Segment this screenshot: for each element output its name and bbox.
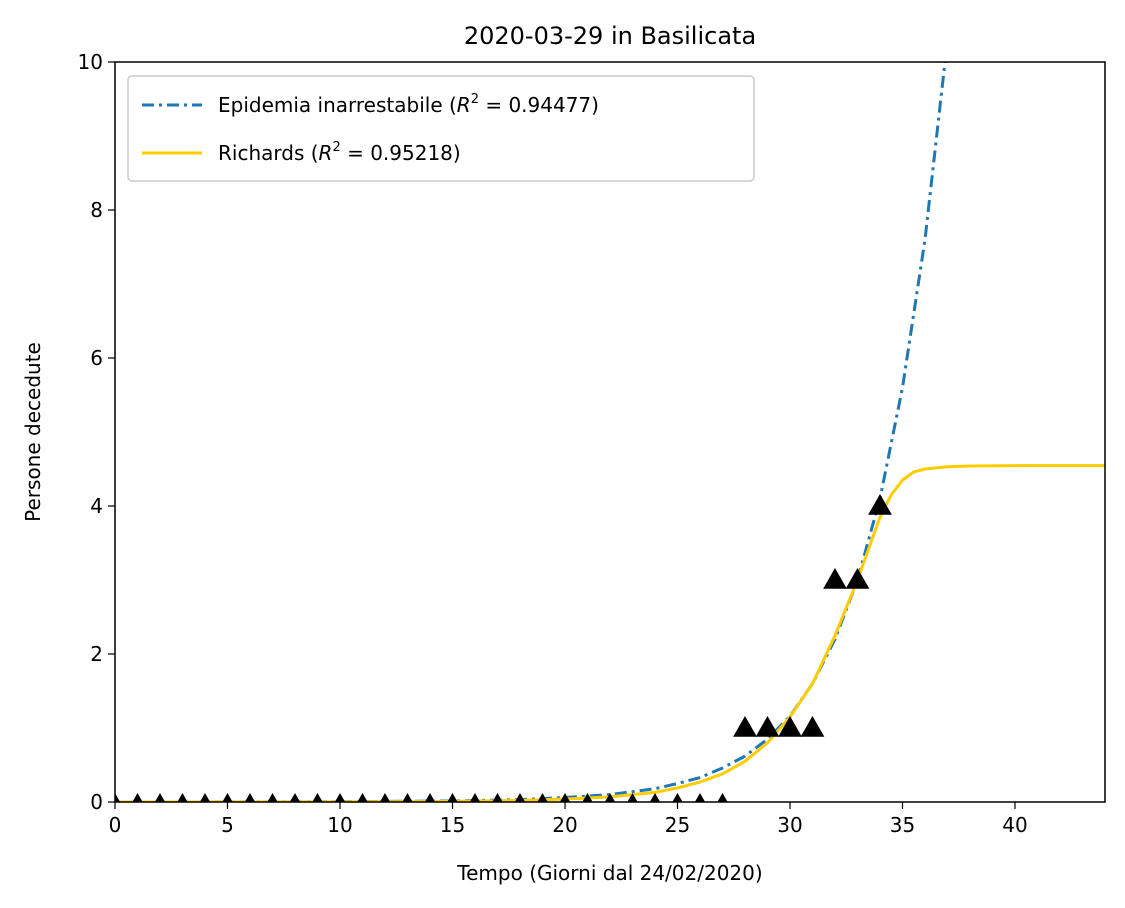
y-tick-label: 4 [90, 494, 103, 518]
observed-point-small [132, 792, 143, 802]
observed-point-small [717, 792, 728, 802]
chart-title: 2020-03-29 in Basilicata [464, 22, 756, 50]
observed-point-small [334, 792, 346, 802]
series-line-richards [115, 464, 1105, 802]
legend-label-epidemia: Epidemia inarrestabile (R2 = 0.94477) [218, 92, 599, 117]
observed-point-small [115, 792, 121, 802]
x-tick-label: 30 [777, 813, 802, 837]
legend-epidemia-prefix: Epidemia inarrestabile ( [218, 93, 457, 117]
x-tick-label: 15 [440, 813, 465, 837]
x-tick-label: 10 [327, 813, 352, 837]
legend-label-richards: Richards (R2 = 0.95218) [218, 140, 461, 165]
legend-richards-sup: 2 [332, 140, 340, 155]
observed-point-small [312, 792, 323, 802]
x-axis-label: Tempo (Giorni dal 24/02/2020) [456, 861, 762, 885]
observed-point [778, 715, 802, 737]
observed-point-small [357, 792, 368, 802]
observed-point-small [649, 792, 661, 802]
x-axis: 0 5 10 15 20 25 30 35 40 [109, 802, 1028, 837]
observed-point-small [492, 792, 503, 802]
legend-richards-r: R [319, 141, 333, 165]
legend-epidemia-sup: 2 [471, 92, 479, 107]
x-tick-label: 35 [890, 813, 915, 837]
observed-point-small [154, 792, 166, 802]
observed-point-small [604, 792, 616, 802]
legend-richards-value: = 0.95218) [341, 141, 461, 165]
observed-point-small [199, 792, 211, 802]
plot-area [115, 62, 1105, 802]
observed-point-small [447, 792, 458, 802]
legend-epidemia-value: = 0.94477) [479, 93, 599, 117]
observed-point [868, 493, 892, 515]
observed-point-small [402, 792, 413, 802]
observed-point-small [627, 792, 638, 802]
observed-point-small [694, 792, 706, 802]
observed-point [733, 715, 757, 737]
x-tick-label: 0 [109, 813, 122, 837]
observed-point-small [222, 792, 233, 802]
observed-point [823, 567, 847, 589]
observed-point [800, 715, 825, 737]
observed-point-small [672, 792, 683, 802]
observed-point [755, 715, 780, 737]
observed-point-small [424, 792, 436, 802]
plot-frame [114, 61, 1106, 803]
y-tick-label: 8 [90, 198, 103, 222]
y-tick-label: 2 [90, 642, 103, 666]
observed-point-small [559, 792, 571, 802]
y-tick-label: 10 [78, 50, 103, 74]
observed-point-small [267, 792, 278, 802]
observed-point-small [582, 792, 593, 802]
y-axis-label: Persone decedute [21, 342, 45, 522]
legend-richards-prefix: Richards ( [218, 141, 319, 165]
observed-point-small [177, 792, 188, 802]
legend-epidemia-r: R [457, 93, 471, 117]
x-tick-label: 40 [1002, 813, 1027, 837]
x-tick-label: 25 [665, 813, 690, 837]
legend: Epidemia inarrestabile (R2 = 0.94477) Ri… [127, 75, 755, 182]
x-tick-label: 5 [221, 813, 234, 837]
observed-point-small [379, 792, 391, 802]
observed-point [845, 567, 870, 589]
observed-markers [115, 493, 892, 802]
legend-box [127, 75, 755, 182]
observed-point-small [537, 792, 548, 802]
observed-point-small [514, 792, 526, 802]
x-tick-label: 20 [552, 813, 577, 837]
observed-point-small [469, 792, 481, 802]
y-tick-label: 0 [90, 790, 103, 814]
observed-point-small [244, 792, 256, 802]
observed-point-small [289, 792, 301, 802]
y-axis: 0 2 4 6 8 10 [78, 50, 115, 814]
y-tick-label: 6 [90, 346, 103, 370]
